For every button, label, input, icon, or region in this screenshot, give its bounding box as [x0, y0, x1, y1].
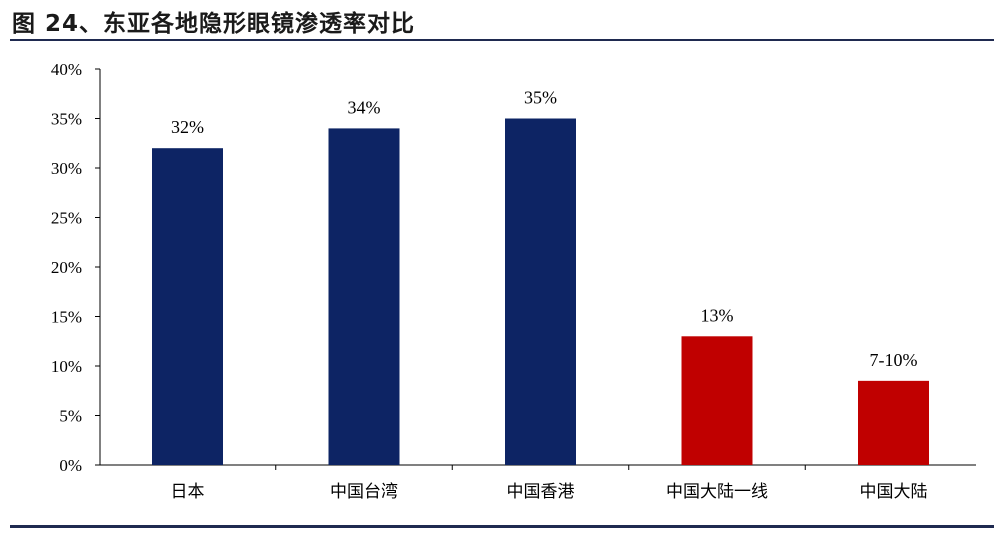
x-category-label: 中国台湾	[330, 482, 398, 502]
data-label: 34%	[348, 97, 381, 117]
y-tick-label: 5%	[59, 407, 82, 426]
bar	[505, 118, 576, 465]
y-tick-label: 0%	[59, 456, 82, 475]
y-tick-label: 10%	[51, 357, 82, 376]
data-labels: 32% 34% 35% 13% 7-10%	[171, 88, 918, 370]
x-category-label: 中国大陆一线	[666, 482, 768, 502]
figure-title: 图 24、东亚各地隐形眼镜渗透率对比	[12, 11, 416, 37]
bottom-rule	[10, 525, 994, 528]
y-tick-label: 30%	[51, 159, 82, 178]
y-tick-label: 15%	[51, 308, 82, 327]
x-axis: 日本 中国台湾 中国香港 中国大陆一线 中国大陆	[100, 464, 976, 502]
y-axis: 0% 5% 10% 15% 20% 25% 30% 35% 40%	[51, 60, 101, 475]
x-category-label: 中国大陆	[860, 482, 928, 502]
bar	[681, 336, 753, 465]
y-tick-label: 35%	[51, 110, 82, 129]
y-tick-label: 40%	[51, 60, 82, 79]
x-category-label: 日本	[171, 482, 205, 502]
title-rule	[10, 39, 994, 41]
x-category-label: 中国香港	[507, 482, 575, 502]
bar	[328, 128, 400, 465]
data-label: 35%	[524, 88, 557, 108]
data-label: 7-10%	[870, 350, 918, 370]
y-tick-label: 20%	[51, 258, 82, 277]
y-tick-label: 25%	[51, 209, 82, 228]
bar	[858, 380, 929, 465]
data-label: 13%	[701, 305, 734, 325]
bar	[152, 148, 223, 465]
bars	[152, 118, 929, 465]
data-label: 32%	[171, 117, 204, 137]
